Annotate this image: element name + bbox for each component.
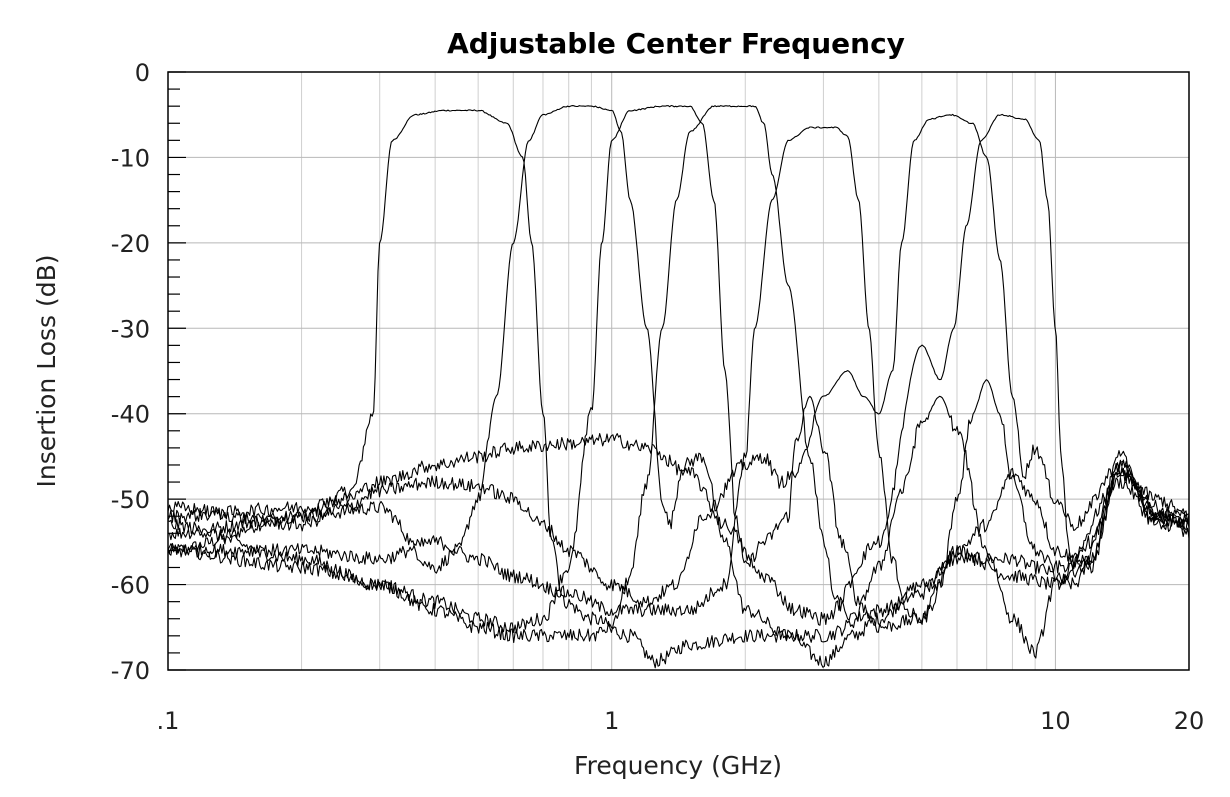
y-tick-label: 0 bbox=[135, 59, 150, 87]
x-tick-label: 1 bbox=[604, 707, 619, 735]
y-tick-label: -10 bbox=[111, 144, 150, 172]
y-tick-label: -30 bbox=[111, 315, 150, 343]
x-axis-label: Frequency (GHz) bbox=[574, 751, 782, 780]
series-line-6 bbox=[167, 113, 1190, 608]
y-axis-ticks: 0 -10 -20 -30 -40 -50 -60 -70 bbox=[111, 59, 186, 685]
grid bbox=[168, 72, 1189, 670]
series-line-1 bbox=[167, 109, 1190, 669]
x-tick-label: 20 bbox=[1174, 707, 1205, 735]
chart-title: Adjustable Center Frequency bbox=[447, 27, 905, 60]
plot-frame bbox=[167, 71, 1190, 671]
series-line-7 bbox=[167, 113, 1190, 626]
series-line-3 bbox=[167, 104, 1190, 634]
series-group bbox=[167, 104, 1190, 669]
y-tick-label: -40 bbox=[111, 401, 150, 429]
x-axis-ticks: .1 1 10 20 bbox=[157, 707, 1205, 735]
x-tick-label: .1 bbox=[157, 707, 180, 735]
y-axis-label: Insertion Loss (dB) bbox=[32, 254, 61, 487]
x-tick-label: 10 bbox=[1040, 707, 1071, 735]
y-tick-label: -60 bbox=[111, 572, 150, 600]
series-line-2 bbox=[167, 105, 1190, 643]
series-line-4 bbox=[167, 105, 1190, 659]
y-tick-label: -50 bbox=[111, 486, 150, 514]
y-tick-label: -70 bbox=[111, 657, 150, 685]
series-line-5 bbox=[167, 126, 1190, 625]
y-tick-label: -20 bbox=[111, 230, 150, 258]
